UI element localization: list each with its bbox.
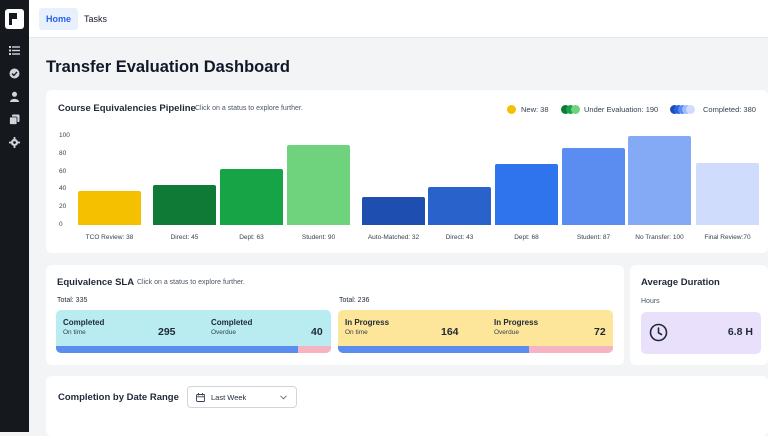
left-rail bbox=[0, 0, 29, 432]
bar[interactable] bbox=[562, 147, 625, 225]
sla-title: Equivalence SLA bbox=[57, 277, 135, 288]
average-duration-value: 6.8 H bbox=[727, 326, 753, 338]
bar[interactable] bbox=[362, 196, 425, 225]
x-tick-label: Auto-Matched: 32 bbox=[367, 234, 420, 241]
sla-in-progress-overdue-bar bbox=[529, 346, 613, 353]
date-range-select[interactable]: Last Week bbox=[187, 386, 297, 408]
legend-completed-label: Completed: 380 bbox=[703, 104, 756, 114]
chevron-down-icon bbox=[280, 395, 287, 400]
sla-completed-box[interactable]: Completed On time 295 Completed Overdue … bbox=[56, 310, 331, 353]
average-duration-unit: Hours bbox=[641, 298, 660, 305]
sla-completed-overdue-value[interactable]: 40 bbox=[311, 326, 323, 338]
bar[interactable] bbox=[220, 168, 283, 225]
sla-in-progress-ontime-bar bbox=[338, 346, 530, 353]
sla-in-progress-overdue-status: In Progress bbox=[494, 318, 539, 327]
sla-in-progress-overdue-label: Overdue bbox=[494, 329, 519, 336]
legend-under-evaluation[interactable]: Under Evaluation: 190 bbox=[561, 104, 658, 114]
top-navigation: Home Tasks bbox=[29, 0, 768, 38]
x-tick-label: Direct: 45 bbox=[170, 234, 199, 241]
gear-icon[interactable] bbox=[9, 137, 20, 148]
legend-new[interactable]: New: 38 bbox=[507, 104, 549, 114]
list-icon[interactable] bbox=[9, 45, 20, 56]
y-tick-label: 100 bbox=[59, 132, 70, 139]
legend-under-evaluation-label: Under Evaluation: 190 bbox=[584, 104, 659, 114]
copy-icon[interactable] bbox=[9, 114, 20, 125]
x-tick-label: Dept: 63 bbox=[239, 234, 264, 241]
x-tick-label: Student: 87 bbox=[576, 234, 611, 241]
bar[interactable] bbox=[428, 186, 491, 225]
check-circle-icon[interactable] bbox=[9, 68, 20, 79]
sla-in-progress-box[interactable]: In Progress On time 164 In Progress Over… bbox=[338, 310, 613, 353]
sla-completed-overdue-bar bbox=[298, 346, 331, 353]
page-title: Transfer Evaluation Dashboard bbox=[46, 58, 290, 76]
y-tick-label: 60 bbox=[59, 167, 67, 175]
sla-in-progress-ontime-value[interactable]: 164 bbox=[441, 326, 459, 338]
tab-home[interactable]: Home bbox=[39, 8, 79, 30]
date-range-select-value: Last Week bbox=[211, 393, 247, 402]
y-tick-label: 80 bbox=[59, 149, 67, 157]
legend-completed[interactable]: Completed: 380 bbox=[670, 104, 756, 114]
sla-hint: Click on a status to explore further. bbox=[137, 279, 245, 286]
x-tick-label: Dept: 68 bbox=[514, 234, 539, 241]
legend-new-label: New: 38 bbox=[521, 104, 549, 114]
calendar-icon bbox=[196, 393, 205, 402]
user-icon[interactable] bbox=[9, 91, 20, 102]
bar[interactable] bbox=[287, 144, 350, 225]
sla-in-progress-ontime-status: In Progress bbox=[345, 318, 390, 327]
sla-completed-ontime-label: On time bbox=[63, 329, 86, 336]
sla-left-total: Total: 335 bbox=[57, 297, 88, 304]
x-tick-label: Direct: 43 bbox=[445, 234, 474, 241]
sla-in-progress-overdue-value[interactable]: 72 bbox=[594, 326, 606, 338]
sla-completed-overdue-status: Completed bbox=[211, 318, 253, 327]
bar[interactable] bbox=[78, 191, 141, 225]
average-duration-title: Average Duration bbox=[641, 277, 720, 288]
average-duration-value-box[interactable]: 6.8 H bbox=[641, 312, 761, 354]
sla-right-total: Total: 236 bbox=[339, 297, 370, 304]
app-logo-icon[interactable] bbox=[5, 9, 24, 29]
y-tick-label: 20 bbox=[59, 203, 67, 211]
sla-completed-overdue-label: Overdue bbox=[211, 329, 236, 336]
pipeline-title: Course Equivalencies Pipeline bbox=[58, 103, 196, 114]
tab-tasks[interactable]: Tasks bbox=[84, 14, 108, 24]
legend-new-swatch bbox=[507, 104, 516, 114]
bar[interactable] bbox=[495, 164, 558, 225]
pipeline-hint: Click on a status to explore further. bbox=[195, 105, 303, 112]
sla-completed-ontime-status: Completed bbox=[63, 318, 105, 327]
sla-completed-ontime-value[interactable]: 295 bbox=[158, 326, 176, 338]
completion-card bbox=[46, 376, 768, 436]
y-tick-label: 40 bbox=[59, 185, 67, 193]
y-tick-label: 0 bbox=[59, 221, 63, 228]
legend-under-evaluation-swatch bbox=[561, 104, 580, 114]
bar[interactable] bbox=[696, 162, 759, 225]
x-tick-label: No Transfer: 100 bbox=[635, 234, 684, 241]
clock-icon bbox=[649, 323, 668, 342]
bar[interactable] bbox=[153, 184, 216, 225]
legend-completed-swatch bbox=[670, 104, 697, 114]
x-tick-label: TCO Review: 38 bbox=[85, 234, 134, 241]
completion-title: Completion by Date Range bbox=[58, 392, 179, 403]
x-tick-label: Final Review:70 bbox=[704, 234, 751, 241]
sla-in-progress-ontime-label: On time bbox=[345, 329, 368, 336]
x-tick-label: Student: 90 bbox=[301, 234, 336, 241]
bar[interactable] bbox=[628, 136, 691, 225]
sla-completed-ontime-bar bbox=[56, 346, 299, 353]
